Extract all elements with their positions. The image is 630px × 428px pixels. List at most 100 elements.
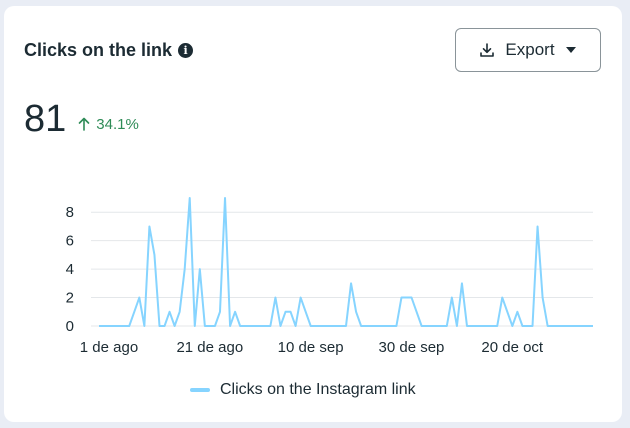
data-point[interactable] (284, 310, 288, 314)
data-point[interactable] (152, 253, 156, 257)
data-point[interactable] (102, 324, 106, 328)
data-point[interactable] (510, 324, 514, 328)
data-point[interactable] (586, 324, 590, 328)
data-point[interactable] (117, 324, 121, 328)
data-point[interactable] (531, 324, 535, 328)
data-point[interactable] (525, 324, 529, 328)
data-point[interactable] (319, 324, 323, 328)
data-point[interactable] (268, 324, 272, 328)
data-point[interactable] (294, 324, 298, 328)
data-point[interactable] (223, 196, 227, 200)
data-point[interactable] (329, 324, 333, 328)
data-point[interactable] (394, 324, 398, 328)
data-point[interactable] (515, 310, 519, 314)
data-point[interactable] (178, 310, 182, 314)
data-point[interactable] (334, 324, 338, 328)
data-point[interactable] (273, 296, 277, 300)
data-point[interactable] (389, 324, 393, 328)
data-point[interactable] (485, 324, 489, 328)
data-point[interactable] (304, 310, 308, 314)
data-point[interactable] (359, 324, 363, 328)
data-point[interactable] (581, 324, 585, 328)
data-point[interactable] (127, 324, 131, 328)
data-point[interactable] (576, 324, 580, 328)
data-point[interactable] (541, 296, 545, 300)
data-point[interactable] (536, 224, 540, 228)
data-point[interactable] (248, 324, 252, 328)
data-point[interactable] (218, 310, 222, 314)
data-point[interactable] (213, 324, 217, 328)
data-point[interactable] (107, 324, 111, 328)
data-point[interactable] (233, 310, 237, 314)
data-point[interactable] (142, 324, 146, 328)
data-point[interactable] (480, 324, 484, 328)
data-point[interactable] (163, 324, 167, 328)
data-point[interactable] (157, 324, 161, 328)
data-point[interactable] (132, 310, 136, 314)
data-point[interactable] (435, 324, 439, 328)
data-point[interactable] (364, 324, 368, 328)
data-point[interactable] (455, 324, 459, 328)
data-point[interactable] (384, 324, 388, 328)
data-point[interactable] (344, 324, 348, 328)
data-point[interactable] (465, 324, 469, 328)
data-point[interactable] (263, 324, 267, 328)
data-point[interactable] (168, 310, 172, 314)
data-point[interactable] (193, 324, 197, 328)
data-point[interactable] (278, 324, 282, 328)
data-point[interactable] (309, 324, 313, 328)
data-point[interactable] (410, 296, 414, 300)
data-point[interactable] (551, 324, 555, 328)
data-point[interactable] (122, 324, 126, 328)
data-point[interactable] (354, 310, 358, 314)
data-point[interactable] (253, 324, 257, 328)
info-icon[interactable]: i (178, 43, 194, 58)
data-point[interactable] (495, 324, 499, 328)
data-point[interactable] (349, 281, 353, 285)
data-point[interactable] (420, 324, 424, 328)
export-button[interactable]: Export (455, 28, 601, 72)
data-point[interactable] (505, 310, 509, 314)
series-line-instagram-clicks[interactable] (99, 197, 593, 327)
data-point[interactable] (147, 224, 151, 228)
data-point[interactable] (399, 296, 403, 300)
data-point[interactable] (137, 296, 141, 300)
data-point[interactable] (566, 324, 570, 328)
data-point[interactable] (289, 310, 293, 314)
data-point[interactable] (188, 196, 192, 200)
data-point[interactable] (112, 324, 116, 328)
data-point[interactable] (460, 281, 464, 285)
data-point[interactable] (198, 267, 202, 271)
data-point[interactable] (440, 324, 444, 328)
data-point[interactable] (430, 324, 434, 328)
data-point[interactable] (470, 324, 474, 328)
data-point[interactable] (173, 324, 177, 328)
data-point[interactable] (571, 324, 575, 328)
data-point[interactable] (404, 296, 408, 300)
data-point[interactable] (324, 324, 328, 328)
data-point[interactable] (490, 324, 494, 328)
data-point[interactable] (258, 324, 262, 328)
data-point[interactable] (203, 324, 207, 328)
data-point[interactable] (314, 324, 318, 328)
data-point[interactable] (546, 324, 550, 328)
data-point[interactable] (374, 324, 378, 328)
data-point[interactable] (339, 324, 343, 328)
data-point[interactable] (500, 296, 504, 300)
data-point[interactable] (369, 324, 373, 328)
data-point[interactable] (591, 324, 595, 328)
data-point[interactable] (520, 324, 524, 328)
data-point[interactable] (425, 324, 429, 328)
data-point[interactable] (379, 324, 383, 328)
data-point[interactable] (450, 296, 454, 300)
data-point[interactable] (228, 324, 232, 328)
data-point[interactable] (475, 324, 479, 328)
data-point[interactable] (183, 267, 187, 271)
data-point[interactable] (445, 324, 449, 328)
data-point[interactable] (208, 324, 212, 328)
data-point[interactable] (238, 324, 242, 328)
data-point[interactable] (556, 324, 560, 328)
data-point[interactable] (243, 324, 247, 328)
data-point[interactable] (97, 324, 101, 328)
data-point[interactable] (299, 296, 303, 300)
